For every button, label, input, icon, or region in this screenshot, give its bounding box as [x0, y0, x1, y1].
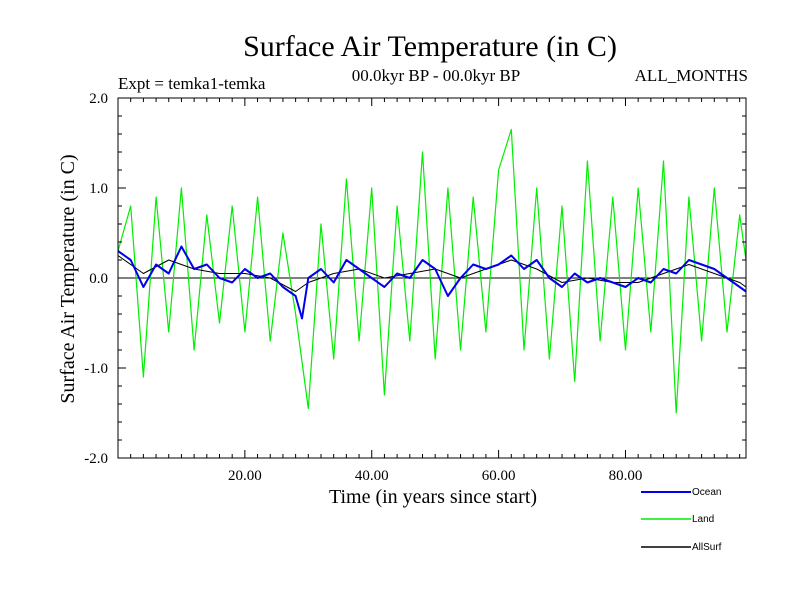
y-axis-label: Surface Air Temperature (in C) [57, 154, 79, 403]
months-label: ALL_MONTHS [635, 66, 748, 85]
series-line-ocean [117, 245, 747, 320]
y-tick-label: -1.0 [84, 361, 108, 377]
plot-frame [117, 97, 747, 459]
x-axis-label: Time (in years since start) [329, 486, 537, 508]
series-line-land [117, 128, 747, 414]
legend: Ocean Land AllSurf [641, 487, 722, 553]
y-tick-label: 1.0 [89, 181, 108, 197]
plot-area [117, 128, 747, 414]
x-tick-label: 20.00 [228, 468, 262, 484]
y-tick-label: 0.0 [89, 271, 108, 287]
y-tick-label: -2.0 [84, 451, 108, 467]
x-tick-label: 40.00 [355, 468, 389, 484]
experiment-label: Expt = temka1-temka [118, 74, 266, 93]
x-tick-label: 60.00 [482, 468, 516, 484]
chart-title: Surface Air Temperature (in C) [243, 30, 617, 63]
axis-ticks: 20.00 40.00 60.00 80.00 2.0 1.0 0.0 -1.0 -2.0 [84, 91, 746, 484]
legend-label-ocean: Ocean [692, 487, 721, 498]
legend-label-allsurf: AllSurf [692, 542, 722, 553]
time-range-label: 00.0kyr BP - 00.0kyr BP [352, 66, 520, 85]
x-tick-label: 80.00 [609, 468, 643, 484]
legend-label-land: Land [692, 514, 714, 525]
y-tick-label: 2.0 [89, 91, 108, 107]
